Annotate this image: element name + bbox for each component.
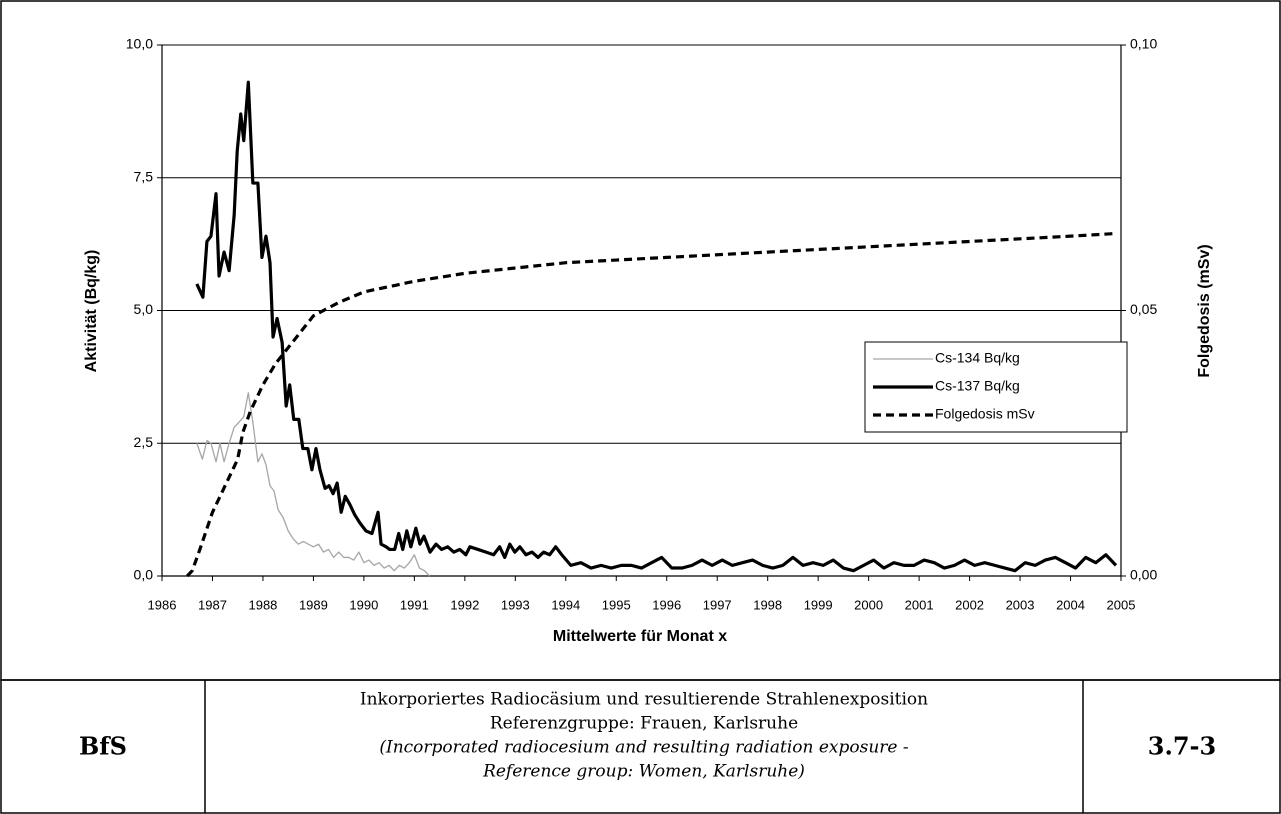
x-tick-label: 2000 bbox=[854, 597, 883, 612]
x-tick-label: 1990 bbox=[349, 597, 378, 612]
x-tick-label: 1999 bbox=[804, 597, 833, 612]
footer-line: Reference group: Women, Karlsruhe) bbox=[482, 762, 805, 782]
x-tick-label: 1993 bbox=[501, 597, 530, 612]
series-line bbox=[195, 80, 1118, 573]
series-line bbox=[196, 392, 430, 577]
footer-line: Inkorporiertes Radiocäsium und resultier… bbox=[360, 690, 928, 710]
x-tick-label: 1986 bbox=[148, 597, 177, 612]
legend-label: Folgedosis mSv bbox=[935, 406, 1035, 422]
x-tick-label: 1997 bbox=[703, 597, 732, 612]
x-tick-label: 1995 bbox=[602, 597, 631, 612]
y-tick-label: 7,5 bbox=[134, 168, 154, 184]
x-tick-label: 1991 bbox=[400, 597, 429, 612]
x-tick-label: 1994 bbox=[551, 597, 580, 612]
x-tick-label: 2003 bbox=[1006, 597, 1035, 612]
footer-line: Referenzgruppe: Frauen, Karlsruhe bbox=[490, 714, 798, 734]
y2-axis-title: Folgedosis (mSv) bbox=[1196, 244, 1213, 377]
x-tick-label: 1996 bbox=[652, 597, 681, 612]
x-tick-label: 2004 bbox=[1056, 597, 1085, 612]
y2-tick-label: 0,10 bbox=[1130, 36, 1157, 52]
y2-tick-label: 0,05 bbox=[1130, 301, 1157, 317]
legend-label: Cs-137 Bq/kg bbox=[935, 378, 1020, 394]
y-tick-label: 2,5 bbox=[134, 434, 154, 450]
x-tick-label: 1988 bbox=[248, 597, 277, 612]
y2-tick-label: 0,00 bbox=[1130, 567, 1157, 583]
y-tick-label: 10,0 bbox=[126, 36, 153, 52]
x-tick-label: 2001 bbox=[905, 597, 934, 612]
y-axis-title: Aktivität (Bq/kg) bbox=[83, 250, 100, 373]
x-tick-label: 2005 bbox=[1107, 597, 1136, 612]
footer-right: 3.7-3 bbox=[1148, 732, 1216, 761]
x-axis-title: Mittelwerte für Monat x bbox=[553, 628, 727, 645]
footer-frame bbox=[0, 679, 1281, 814]
y-tick-label: 0,0 bbox=[134, 567, 154, 583]
chart-frame bbox=[0, 0, 1281, 681]
y-tick-label: 5,0 bbox=[134, 301, 154, 317]
footer-left: BfS bbox=[79, 732, 127, 761]
legend-label: Cs-134 Bq/kg bbox=[935, 350, 1020, 366]
x-tick-label: 1987 bbox=[198, 597, 227, 612]
footer-line: (Incorporated radiocesium and resulting … bbox=[379, 738, 909, 758]
x-tick-label: 1989 bbox=[299, 597, 328, 612]
x-tick-label: 1992 bbox=[450, 597, 479, 612]
x-tick-label: 2002 bbox=[955, 597, 984, 612]
x-tick-label: 1998 bbox=[753, 597, 782, 612]
